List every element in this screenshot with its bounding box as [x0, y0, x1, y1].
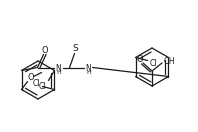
Text: O: O [27, 73, 34, 82]
Text: OH: OH [163, 56, 175, 65]
Text: O: O [41, 46, 48, 55]
Text: S: S [73, 44, 78, 53]
Text: Cl: Cl [33, 79, 40, 88]
Text: Cl: Cl [39, 82, 46, 91]
Text: Cl: Cl [150, 59, 157, 68]
Text: N: N [56, 64, 61, 73]
Text: N: N [86, 64, 91, 73]
Text: O: O [137, 55, 143, 63]
Text: H: H [86, 70, 91, 75]
Text: H: H [56, 70, 61, 75]
